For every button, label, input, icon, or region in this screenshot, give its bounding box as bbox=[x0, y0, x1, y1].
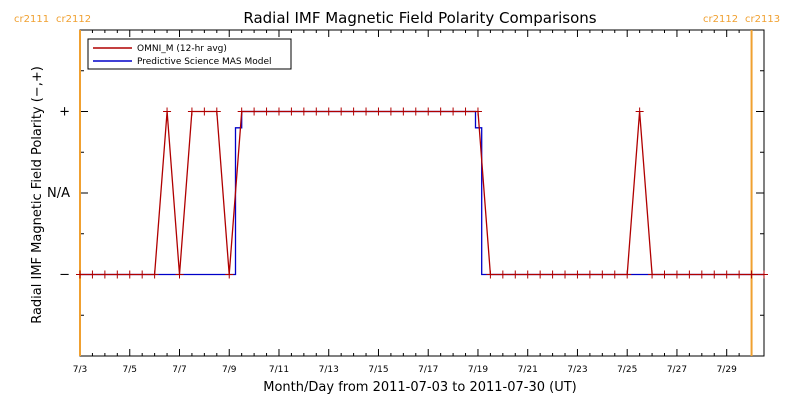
series-line bbox=[80, 110, 764, 276]
data-point bbox=[362, 107, 371, 116]
data-point bbox=[287, 107, 296, 116]
x-tick-label: 7/29 bbox=[717, 365, 737, 375]
x-tick-label: 7/9 bbox=[222, 365, 237, 375]
data-point bbox=[536, 270, 545, 279]
x-tick-label: 7/19 bbox=[468, 365, 488, 375]
data-point bbox=[523, 270, 532, 279]
y-axis-label: Radial IMF Magnetic Field Polarity (−,+) bbox=[30, 66, 45, 324]
data-point bbox=[76, 270, 84, 279]
data-point bbox=[498, 270, 507, 279]
data-point bbox=[623, 270, 632, 279]
x-tick-label: 7/13 bbox=[319, 365, 339, 375]
data-point bbox=[573, 270, 582, 279]
data-point bbox=[747, 270, 756, 279]
x-axis-label: Month/Day from 2011-07-03 to 2011-07-30 … bbox=[263, 380, 576, 395]
data-point bbox=[399, 107, 408, 116]
x-tick-label: 7/7 bbox=[172, 365, 186, 375]
x-tick-label: 7/3 bbox=[73, 365, 87, 375]
x-tick-label: 7/11 bbox=[269, 365, 289, 375]
data-point bbox=[461, 107, 470, 116]
data-point bbox=[735, 270, 744, 279]
data-point bbox=[88, 270, 97, 279]
data-point bbox=[212, 107, 221, 116]
data-point bbox=[150, 270, 159, 279]
x-tick-label: 7/17 bbox=[418, 365, 438, 375]
data-point bbox=[237, 107, 246, 116]
x-tick-label: 7/25 bbox=[617, 365, 637, 375]
data-point bbox=[138, 270, 147, 279]
data-point bbox=[250, 107, 259, 116]
data-point bbox=[100, 270, 109, 279]
data-point bbox=[374, 107, 383, 116]
data-point bbox=[386, 107, 395, 116]
data-point bbox=[125, 270, 134, 279]
x-tick-label: 7/21 bbox=[518, 365, 538, 375]
carrington-left-1: cr2111 bbox=[14, 14, 49, 25]
carrington-right-2: cr2113 bbox=[745, 14, 780, 25]
data-point bbox=[349, 107, 358, 116]
data-point bbox=[635, 107, 644, 116]
series-group bbox=[76, 107, 768, 279]
plot-frame bbox=[79, 29, 765, 357]
data-point bbox=[585, 270, 594, 279]
series-line bbox=[80, 110, 764, 276]
x-tick-label: 7/5 bbox=[123, 365, 137, 375]
legend: OMNI_M (12-hr avg) Predictive Science MA… bbox=[87, 38, 292, 70]
data-point bbox=[225, 270, 234, 279]
y-tick-label: + bbox=[59, 105, 70, 120]
data-point bbox=[200, 107, 209, 116]
x-tick-label: 7/27 bbox=[667, 365, 687, 375]
data-point bbox=[648, 270, 657, 279]
data-point bbox=[449, 107, 458, 116]
carrington-markers bbox=[79, 30, 753, 356]
data-point bbox=[548, 270, 557, 279]
data-point bbox=[760, 270, 768, 279]
data-point bbox=[187, 107, 196, 116]
x-axis: 7/3 7/5 7/7 7/9 7/11 7/13 7/15 7/17 7/19 7/21 7/23… bbox=[73, 30, 765, 375]
x-tick-label: 7/23 bbox=[567, 365, 587, 375]
legend-label-omni: OMNI_M (12-hr avg) bbox=[137, 44, 227, 54]
data-point bbox=[411, 107, 420, 116]
data-point bbox=[473, 107, 482, 116]
carrington-right-1: cr2112 bbox=[703, 14, 738, 25]
data-point bbox=[561, 270, 570, 279]
data-point bbox=[163, 107, 172, 116]
carrington-left-2: cr2112 bbox=[56, 14, 91, 25]
data-point bbox=[722, 270, 731, 279]
chart-title: Radial IMF Magnetic Field Polarity Compa… bbox=[243, 9, 596, 27]
data-point bbox=[436, 107, 445, 116]
x-tick-label: 7/15 bbox=[368, 365, 388, 375]
data-point bbox=[610, 270, 619, 279]
legend-box bbox=[87, 38, 292, 70]
data-point bbox=[324, 107, 333, 116]
data-point bbox=[710, 270, 719, 279]
data-point bbox=[486, 270, 495, 279]
legend-label-mas: Predictive Science MAS Model bbox=[137, 57, 272, 67]
data-point bbox=[672, 270, 681, 279]
data-point bbox=[511, 270, 520, 279]
data-point bbox=[424, 107, 433, 116]
data-point bbox=[685, 270, 694, 279]
data-point bbox=[274, 107, 283, 116]
data-point bbox=[299, 107, 308, 116]
data-point bbox=[262, 107, 271, 116]
data-point bbox=[312, 107, 321, 116]
y-tick-label: − bbox=[59, 268, 70, 283]
y-axis: − N/A + bbox=[47, 70, 764, 316]
data-point bbox=[660, 270, 669, 279]
data-point bbox=[113, 270, 122, 279]
data-point bbox=[598, 270, 607, 279]
data-point bbox=[337, 107, 346, 116]
data-point bbox=[697, 270, 706, 279]
y-tick-label: N/A bbox=[47, 186, 70, 201]
data-point bbox=[175, 270, 184, 279]
